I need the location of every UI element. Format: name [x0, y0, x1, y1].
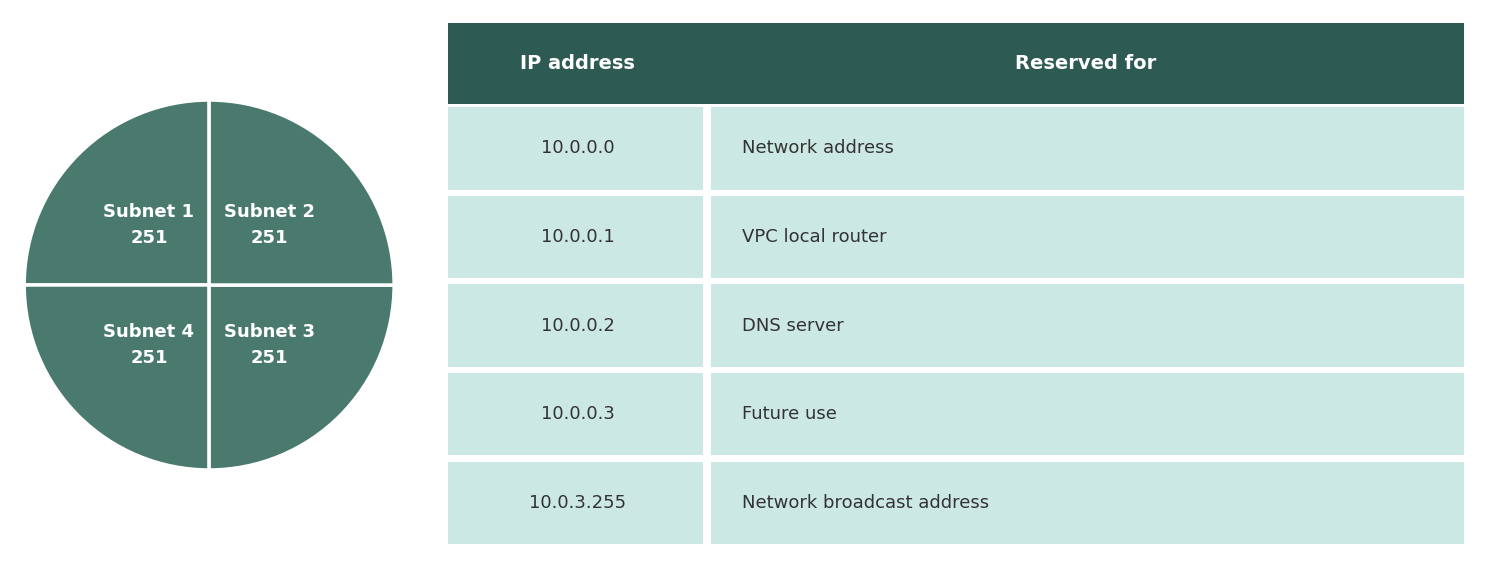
FancyBboxPatch shape	[711, 284, 1464, 367]
Text: 10.0.0.1: 10.0.0.1	[541, 228, 614, 246]
Text: Network address: Network address	[743, 140, 893, 157]
FancyBboxPatch shape	[448, 23, 707, 104]
Text: VPC local router: VPC local router	[743, 228, 886, 246]
Text: IP address: IP address	[520, 54, 635, 73]
FancyBboxPatch shape	[448, 284, 704, 367]
Text: Subnet 2
251: Subnet 2 251	[224, 202, 315, 247]
Wedge shape	[209, 100, 394, 285]
FancyBboxPatch shape	[448, 196, 704, 278]
Text: 10.0.0.2: 10.0.0.2	[541, 317, 614, 335]
Text: 10.0.3.255: 10.0.3.255	[529, 494, 626, 512]
Text: Subnet 1
251: Subnet 1 251	[103, 202, 194, 247]
Text: 10.0.0.3: 10.0.0.3	[541, 405, 614, 424]
FancyBboxPatch shape	[711, 107, 1464, 190]
Wedge shape	[209, 285, 394, 470]
Text: 10.0.0.0: 10.0.0.0	[541, 140, 614, 157]
FancyBboxPatch shape	[711, 196, 1464, 278]
Text: DNS server: DNS server	[743, 317, 844, 335]
Wedge shape	[24, 100, 209, 285]
Text: Subnet 3
251: Subnet 3 251	[224, 323, 315, 368]
FancyBboxPatch shape	[711, 373, 1464, 455]
Text: Reserved for: Reserved for	[1014, 54, 1156, 73]
Text: Subnet 4
251: Subnet 4 251	[103, 323, 194, 368]
FancyBboxPatch shape	[448, 462, 704, 544]
FancyBboxPatch shape	[448, 373, 704, 455]
Wedge shape	[24, 285, 209, 470]
FancyBboxPatch shape	[448, 107, 704, 190]
FancyBboxPatch shape	[707, 23, 1464, 104]
Text: Network broadcast address: Network broadcast address	[743, 494, 989, 512]
FancyBboxPatch shape	[711, 462, 1464, 544]
Text: Future use: Future use	[743, 405, 837, 424]
